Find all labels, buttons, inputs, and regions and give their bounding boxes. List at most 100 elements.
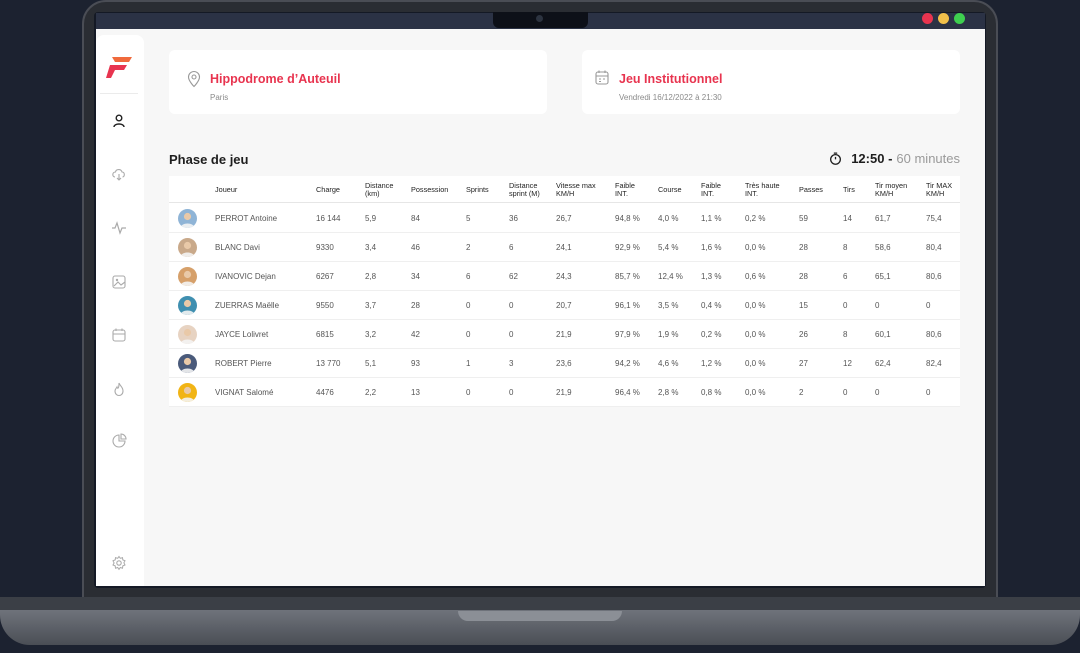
table-cell: 34 [411, 272, 420, 281]
table-row[interactable]: BLANC Davi 9330 3,4 46 2 6 24,1 92,9 % 5,4 % 1,6 … [169, 233, 960, 262]
table-cell: 5,9 [365, 214, 377, 223]
column-header[interactable]: Joueur [215, 186, 237, 194]
column-header[interactable]: Distance sprint (M) [509, 182, 540, 198]
location-card[interactable]: Hippodrome d’Auteuil Paris [169, 50, 547, 114]
flame-icon[interactable] [111, 381, 127, 397]
table-cell: 14 [843, 214, 852, 223]
column-header[interactable]: Course [658, 186, 682, 194]
table-cell: 0 [509, 388, 514, 397]
calendar-icon[interactable] [111, 327, 127, 343]
table-cell: 0,4 % [701, 301, 722, 310]
column-header[interactable]: Vitesse max KM/H [556, 182, 596, 198]
calendar-icon [595, 70, 609, 85]
avatar [178, 296, 197, 315]
table-header: Joueur Charge Distance (km) Possession Sprint… [169, 176, 960, 203]
column-header-line: Faible [701, 181, 721, 190]
column-header-line: Passes [799, 185, 823, 194]
table-cell: 23,6 [556, 359, 572, 368]
table-cell: 92,9 % [615, 243, 640, 252]
column-header-line: Charge [316, 185, 340, 194]
table-cell: 13 770 [316, 359, 341, 368]
column-header-line: sprint (M) [509, 189, 540, 198]
table-cell: 2,8 % [658, 388, 679, 397]
table-cell: 42 [411, 330, 420, 339]
table-cell: 94,8 % [615, 214, 640, 223]
table-cell: 0,0 % [745, 359, 766, 368]
cloud-download-icon[interactable] [111, 166, 127, 182]
table-row[interactable]: IVANOVIC Dejan 6267 2,8 34 6 62 24,3 85,7 % 12,4… [169, 262, 960, 291]
table-cell: 0 [466, 388, 471, 397]
table-row[interactable]: ZUERRAS Maëlle 9550 3,7 28 0 0 20,7 96,1 % 3,5 %… [169, 291, 960, 320]
phase-title: Phase de jeu [169, 152, 249, 167]
player-name: VIGNAT Salomé [215, 388, 274, 397]
column-header[interactable]: Distance (km) [365, 182, 393, 198]
table-cell: 0 [926, 388, 931, 397]
table-cell: 0 [875, 388, 880, 397]
column-header[interactable]: Tir MAX KM/H [926, 182, 952, 198]
timer-duration: 60 minutes [896, 151, 960, 166]
table-cell: 0,0 % [745, 330, 766, 339]
table-cell: 84 [411, 214, 420, 223]
column-header[interactable]: Faible INT. [701, 182, 721, 198]
table-cell: 24,1 [556, 243, 572, 252]
column-header-line: Possession [411, 185, 449, 194]
table-cell: 2,2 [365, 388, 377, 397]
avatar [178, 354, 197, 373]
activity-icon[interactable] [111, 220, 127, 236]
column-header[interactable]: Très haute INT. [745, 182, 780, 198]
location-pin-icon [187, 71, 201, 88]
brand-logo-icon[interactable] [105, 55, 133, 79]
table-cell: 20,7 [556, 301, 572, 310]
table-row[interactable]: VIGNAT Salomé 4476 2,2 13 0 0 21,9 96,4 % 2,8 % 0… [169, 378, 960, 407]
column-header[interactable]: Possession [411, 186, 448, 194]
column-header[interactable]: Charge [316, 186, 340, 194]
pie-chart-icon[interactable] [111, 433, 127, 449]
table-cell: 0,2 % [745, 214, 766, 223]
table-cell: 0 [875, 301, 880, 310]
event-card[interactable]: Jeu Institutionnel Vendredi 16/12/2022 à… [582, 50, 960, 114]
table-cell: 28 [411, 301, 420, 310]
table-cell: 3 [509, 359, 514, 368]
table-cell: 4,6 % [658, 359, 679, 368]
table-cell: 21,9 [556, 330, 572, 339]
column-header-line: INT. [745, 189, 758, 198]
table-cell: 36 [509, 214, 518, 223]
column-header-line: Distance [365, 181, 394, 190]
user-icon[interactable] [111, 113, 127, 129]
table-cell: 12,4 % [658, 272, 683, 281]
window-minimize-dot[interactable] [938, 13, 949, 24]
window-close-dot[interactable] [922, 13, 933, 24]
table-cell: 6 [509, 243, 514, 252]
table-cell: 0,0 % [745, 243, 766, 252]
image-icon[interactable] [111, 274, 127, 290]
table-cell: 26 [799, 330, 808, 339]
table-cell: 80,6 [926, 272, 942, 281]
table-row[interactable]: JAYCE Lolivret 6815 3,2 42 0 0 21,9 97,9 % 1,9 %… [169, 320, 960, 349]
table-row[interactable]: PERROT Antoine 16 144 5,9 84 5 36 26,7 94,8 % 4,… [169, 204, 960, 233]
camera-icon [536, 15, 543, 22]
timer-time: 12:50 - [851, 151, 893, 166]
settings-icon[interactable] [111, 555, 127, 571]
table-cell: 0,8 % [701, 388, 722, 397]
table-cell: 2,8 [365, 272, 377, 281]
table-cell: 0,0 % [745, 301, 766, 310]
column-header[interactable]: Tirs [843, 186, 855, 194]
column-header-line: Tir moyen [875, 181, 908, 190]
table-cell: 1,3 % [701, 272, 722, 281]
table-cell: 26,7 [556, 214, 572, 223]
column-header[interactable]: Passes [799, 186, 823, 194]
table-cell: 3,5 % [658, 301, 679, 310]
column-header[interactable]: Tir moyen KM/H [875, 182, 907, 198]
table-cell: 46 [411, 243, 420, 252]
column-header-line: (km) [365, 189, 380, 198]
player-name: BLANC Davi [215, 243, 260, 252]
table-row[interactable]: ROBERT Pierre 13 770 5,1 93 1 3 23,6 94,2 % 4,6 … [169, 349, 960, 378]
table-cell: 6 [466, 272, 471, 281]
column-header[interactable]: Sprints [466, 186, 489, 194]
column-header[interactable]: Faible INT. [615, 182, 635, 198]
avatar [178, 209, 197, 228]
window-maximize-dot[interactable] [954, 13, 965, 24]
table-cell: 6 [843, 272, 848, 281]
column-header-line: Distance [509, 181, 538, 190]
location-title: Hippodrome d’Auteuil [210, 72, 341, 86]
